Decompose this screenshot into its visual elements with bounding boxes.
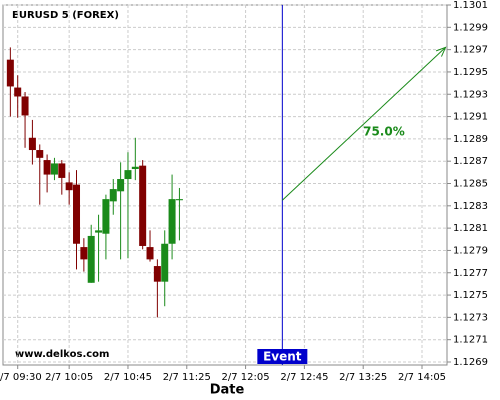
x-tick-label: 2/7 09:30 [0,372,42,383]
candle-body [50,163,58,175]
y-tick-label: 1.1293 [453,89,488,100]
forecast-arrow [281,47,446,201]
watermark: www.delkos.com [15,349,109,360]
y-tick-label: 1.1281 [453,223,488,234]
candle-body [36,150,44,158]
y-tick-label: 1.1275 [453,290,488,301]
y-tick-label: 1.1299 [453,22,488,33]
candle-body [109,189,117,202]
candle-body [87,235,95,283]
x-tick-label: 2/7 12:45 [280,372,328,383]
y-tick-label: 1.1301 [453,0,488,11]
x-tick-label: 2/7 12:05 [222,372,270,383]
candle-body [139,165,147,246]
candle-body [21,96,29,116]
event-label: Event [263,350,302,364]
candle-body [102,199,110,234]
candle-body [6,59,14,87]
y-tick-label: 1.1273 [453,312,488,323]
x-tick-label: 2/7 11:25 [163,372,211,383]
y-tick-label: 1.1271 [453,335,488,346]
y-tick-label: 1.1295 [453,67,488,78]
candle-body [58,163,66,178]
candle-body [14,87,22,97]
event-box [257,349,308,364]
candle-body [175,199,183,201]
candle-body [43,160,51,175]
x-tick-label: 2/7 13:25 [339,372,387,383]
x-axis-label: Date [210,383,245,398]
y-tick-label: 1.1291 [453,112,488,123]
candle-body [65,182,73,191]
x-tick-label: 2/7 10:45 [104,372,152,383]
candle-body [153,266,161,282]
y-tick-label: 1.1277 [453,268,488,279]
arrow-head [435,46,447,57]
candle-body [73,184,81,244]
candle-body [131,166,139,169]
y-tick-label: 1.1297 [453,45,488,56]
candle-body [28,137,36,151]
y-tick-label: 1.1269 [453,357,488,368]
candle-body [146,247,154,260]
y-tick-label: 1.1279 [453,245,488,256]
candle-body [80,247,88,260]
y-tick-label: 1.1283 [453,201,488,212]
forecast-label: 75.0% [363,124,405,138]
candle-body [168,199,176,244]
y-tick-label: 1.1289 [453,134,488,145]
x-tick-label: 2/7 14:05 [398,372,446,383]
candle-body [124,170,132,180]
candle-body [161,243,169,282]
y-tick-label: 1.1285 [453,179,488,190]
candle-body [95,230,103,233]
y-tick-label: 1.1287 [453,156,488,167]
candle-body [117,179,125,192]
chart-title: EURUSD 5 (FOREX) [12,10,119,21]
x-tick-label: 2/7 10:05 [45,372,93,383]
